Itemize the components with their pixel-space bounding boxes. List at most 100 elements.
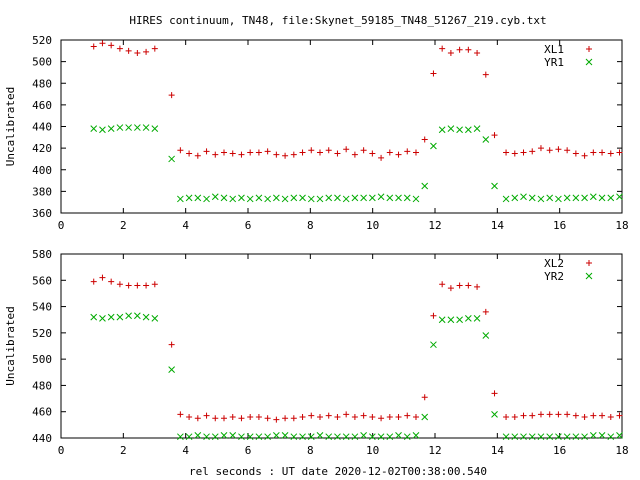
data-point [168, 366, 175, 374]
data-point [238, 415, 245, 422]
data-point [572, 150, 579, 157]
data-point [212, 415, 219, 422]
data-point [430, 312, 437, 319]
data-point [564, 411, 571, 418]
data-point [90, 43, 97, 50]
data-point [221, 149, 228, 156]
data-point [186, 150, 193, 157]
data-point [607, 433, 615, 441]
data-point [168, 341, 175, 348]
y-tick-label: 480 [32, 379, 52, 392]
data-point [598, 194, 606, 202]
data-point [572, 194, 580, 202]
y-axis-label: Uncalibrated [4, 87, 17, 166]
data-point [134, 282, 141, 289]
data-point [403, 194, 411, 202]
y-tick-label: 400 [32, 164, 52, 177]
data-point [491, 132, 498, 139]
data-point [404, 148, 411, 155]
data-point [273, 432, 280, 439]
series-xl1 [90, 40, 623, 161]
data-point [125, 312, 132, 320]
data-point [589, 432, 597, 439]
data-point [186, 413, 193, 420]
data-point [474, 283, 481, 290]
data-point [194, 194, 202, 202]
x-tick-label: 0 [58, 444, 65, 457]
y-tick-label: 360 [32, 207, 52, 220]
data-point [412, 149, 419, 156]
data-point [360, 432, 367, 439]
x-axis-label: rel seconds : UT date 2020-12-02T00:38:0… [189, 465, 487, 478]
data-point [203, 433, 210, 441]
data-point [386, 413, 393, 420]
data-point [203, 412, 210, 419]
data-point [447, 285, 454, 292]
data-point [511, 413, 518, 420]
chart-title: HIRES continuum, TN48, file:Skynet_59185… [129, 14, 546, 27]
data-point [185, 194, 193, 202]
data-point [90, 125, 98, 133]
x-tick-label: 2 [120, 444, 127, 457]
data-point [491, 390, 498, 397]
data-point [90, 313, 98, 321]
data-point [211, 433, 219, 441]
data-point [116, 281, 123, 288]
data-point [151, 45, 158, 52]
data-point [439, 281, 446, 288]
data-point [194, 432, 202, 439]
data-point [255, 433, 263, 441]
data-point [491, 410, 498, 418]
legend-marker [585, 272, 593, 280]
data-point [316, 149, 323, 156]
data-point [99, 126, 106, 134]
data-point [369, 433, 376, 441]
data-point [125, 124, 132, 131]
data-point [107, 313, 115, 321]
data-point [520, 193, 527, 201]
data-point [125, 282, 132, 289]
y-tick-label: 480 [32, 77, 52, 90]
data-point [502, 433, 510, 441]
data-point [563, 194, 571, 202]
data-point [482, 308, 489, 315]
x-tick-label: 8 [307, 444, 314, 457]
legend-label: YR1 [544, 56, 564, 69]
bottom-panel: 0 2 4 6 8 10 12 14 16 18 440 460 480 500 520 540 560 580 U… [4, 248, 629, 457]
data-point [255, 194, 263, 202]
data-point [229, 150, 236, 157]
data-point [351, 413, 358, 420]
data-point [529, 412, 536, 419]
data-point [589, 193, 597, 201]
data-point [404, 412, 411, 419]
data-point [325, 194, 333, 202]
data-point [581, 194, 588, 202]
y-tick-label: 440 [32, 121, 52, 134]
data-point [590, 412, 597, 419]
data-point [229, 195, 237, 203]
data-point [99, 315, 106, 322]
data-point [290, 194, 298, 202]
data-point [456, 126, 463, 134]
data-point [581, 413, 588, 420]
data-point [247, 149, 254, 156]
data-point [151, 281, 158, 288]
data-point [482, 332, 490, 339]
data-point [351, 194, 359, 202]
data-point [116, 124, 124, 131]
data-point [546, 147, 553, 154]
x-tick-label: 18 [615, 444, 628, 457]
data-point [378, 415, 385, 422]
data-point [473, 125, 481, 133]
data-point [369, 413, 376, 420]
data-point [142, 124, 150, 131]
data-point [464, 126, 472, 134]
x-tick-label: 4 [182, 219, 189, 232]
data-point [134, 49, 141, 56]
data-point [325, 412, 332, 419]
data-point [438, 126, 446, 134]
data-point [325, 147, 332, 154]
data-point [351, 433, 359, 441]
data-point [581, 152, 588, 159]
